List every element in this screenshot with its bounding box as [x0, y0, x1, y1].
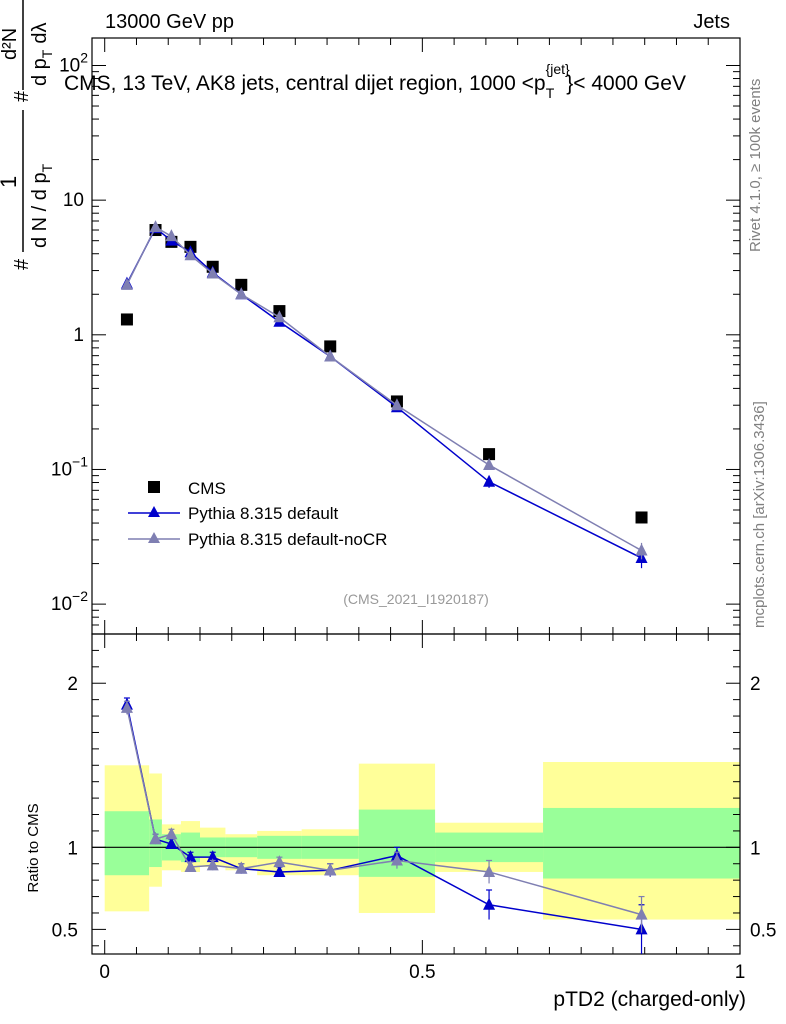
nocr-data-point: [273, 310, 286, 323]
ratio-band-inner: [104, 811, 150, 876]
legend-cms-label: CMS: [188, 479, 226, 498]
legend-nocr-marker: [148, 532, 160, 543]
ylabel-upper-den-sub: T: [39, 49, 55, 58]
ylabel-hash-1: #: [11, 258, 33, 270]
plot-title-main: CMS, 13 TeV, AK8 jets, central dijet reg…: [64, 72, 546, 95]
legend-cms-marker: [148, 481, 160, 493]
plot-title-sub: T: [546, 85, 555, 101]
tick-base: 10: [59, 55, 80, 76]
nocr-data-point: [206, 266, 219, 279]
nocr-data-point: [184, 248, 197, 261]
analysis-id: (CMS_2021_I1920187): [343, 591, 489, 607]
nocr-ratio-point: [165, 827, 178, 840]
default-ratio-point: [273, 864, 286, 877]
tick-exponent: −1: [72, 453, 88, 469]
ratio-plot: 0 0.5 10.5 0.51 12 2: [52, 633, 776, 983]
main-ylabel: # 1 d N / d pT # d²N d pTdλ: [0, 0, 55, 270]
tick-exponent: −2: [72, 588, 88, 604]
ratio-y-tick-label-right: 0.5: [750, 920, 776, 941]
ratio-y-tick-label-right: 2: [750, 674, 761, 695]
plot-title: CMS, 13 TeV, AK8 jets, central dijet reg…: [64, 61, 686, 101]
tick-base: 10: [51, 459, 72, 480]
category-label: Jets: [693, 11, 730, 33]
ratio-frame: [91, 633, 741, 955]
tick-base: 10: [51, 594, 72, 615]
ylabel-den-text: d N / d p: [29, 172, 51, 248]
cms-data-point: [120, 313, 133, 326]
cms-data-point: [235, 278, 248, 291]
cms-data-point: [635, 511, 648, 524]
nocr-ratio-point: [206, 858, 219, 871]
ratio-band-inner: [543, 807, 740, 879]
nocr-data-point: [149, 220, 162, 233]
nocr-ratio-point: [635, 907, 648, 920]
main-y-tick-label: 10−1: [51, 453, 88, 480]
nocr-data-point: [324, 349, 337, 362]
ylabel-numerator: 1: [0, 176, 21, 188]
default-ratio-point: [483, 897, 496, 910]
nocr-ratio-point: [324, 863, 337, 876]
ylabel-hash-2: #: [11, 90, 33, 102]
ylabel-upper-den: d pTdλ: [29, 23, 55, 87]
ratio-ylabel: Ratio to CMS: [25, 803, 42, 892]
nocr-data-point: [235, 287, 248, 300]
ylabel-upper-den-text: d p: [29, 58, 51, 86]
nocr-ratio-point: [390, 853, 403, 866]
legend: CMS Pythia 8.315 default Pythia 8.315 de…: [128, 479, 387, 549]
main-y-tick-label: 10: [63, 190, 84, 211]
x-tick-label: 1: [735, 962, 746, 983]
nocr-ratio-point: [120, 700, 133, 713]
nocr-ratio-point: [273, 855, 286, 868]
ratio-y-tick-label: 2: [67, 674, 78, 695]
legend-default-label: Pythia 8.315 default: [188, 504, 339, 523]
default-ratio-point: [165, 837, 178, 850]
nocr-data-point: [483, 457, 496, 470]
cms-data-point: [324, 340, 337, 353]
default-data-point: [483, 474, 496, 487]
mcplots-label: mcplots.cern.ch [arXiv:1306.3436]: [751, 401, 768, 628]
tick-exponent: 2: [80, 49, 88, 65]
plot-title-end: }< 4000 GeV: [566, 72, 686, 95]
nocr-ratio-point: [235, 861, 248, 874]
x-tick-label: 0.5: [409, 962, 435, 983]
default-ratio-point: [206, 850, 219, 863]
nocr-ratio-point: [149, 832, 162, 845]
ratio-y-tick-label: 0.5: [52, 920, 78, 941]
main-y-tick-label: 1: [73, 325, 84, 346]
x-tick-label: 0: [99, 962, 110, 983]
main-y-tick-label: 102: [59, 49, 88, 76]
ratio-y-tick-label: 1: [67, 838, 78, 859]
x-axis-label: pTD2 (charged-only): [553, 988, 746, 1011]
plot-title-sup: {jet}: [546, 61, 570, 77]
nocr-data-point: [635, 543, 648, 556]
rivet-label: Rivet 4.1.0, ≥ 100k events: [747, 79, 764, 252]
main-y-tick-label: 10−2: [51, 588, 88, 615]
ratio-y-tick-label-right: 1: [750, 838, 761, 859]
nocr-data-point: [390, 398, 403, 411]
legend-default-marker: [148, 506, 160, 517]
nocr-ratio-point: [483, 864, 496, 877]
nocr-data-point: [120, 277, 133, 290]
nocr-data-point: [165, 229, 178, 242]
ylabel-upper-den-end: dλ: [29, 23, 51, 44]
ylabel-upper-num: d²N: [0, 28, 21, 60]
collision-label: 13000 GeV pp: [105, 11, 234, 33]
nocr-ratio-point: [184, 860, 197, 873]
ylabel-den-sub: T: [39, 163, 55, 172]
legend-nocr-label: Pythia 8.315 default-noCR: [188, 530, 387, 549]
ylabel-denominator: d N / d pT: [29, 163, 55, 248]
cms-data-point: [483, 448, 496, 461]
default-ratio-point: [184, 850, 197, 863]
